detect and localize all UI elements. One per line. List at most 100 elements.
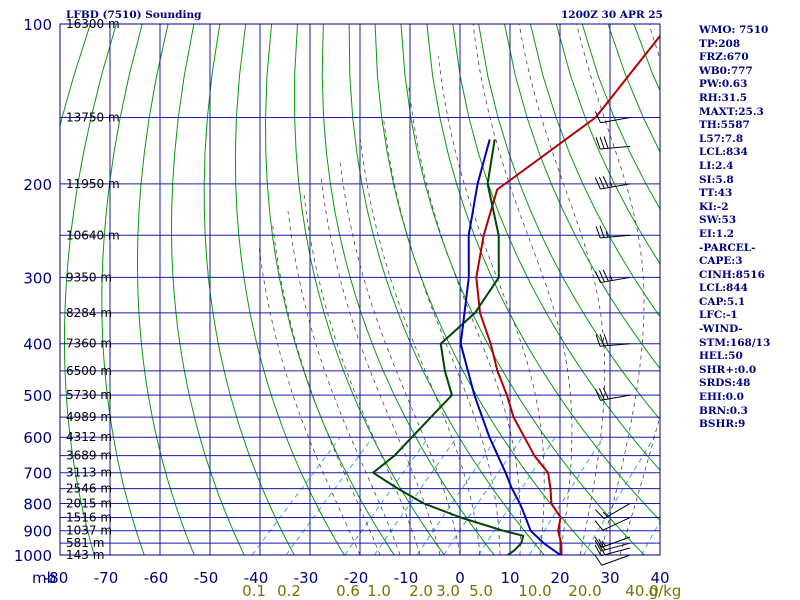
height-label: 581 m <box>66 536 104 550</box>
index-row: FRZ:670 <box>699 51 749 64</box>
wind-barb <box>595 333 631 347</box>
height-label: 13750 m <box>66 111 120 125</box>
wind-barb <box>595 136 631 150</box>
mixing-ratio-label: g/kg <box>649 582 682 600</box>
index-row: WMO: 7510 <box>699 24 769 36</box>
wind-barb <box>594 111 631 124</box>
dry-adiabat <box>264 24 395 555</box>
mixing-ratio-label: 40.0 <box>625 582 658 600</box>
index-row: LCL:834 <box>699 146 748 159</box>
height-label: 2546 m <box>66 482 112 496</box>
height-label: 5730 m <box>66 388 112 402</box>
moist-adiabat <box>287 210 401 555</box>
index-row: CINH:8516 <box>699 268 765 281</box>
wind-barb <box>594 536 631 548</box>
index-row: CAP:5.1 <box>699 295 746 308</box>
index-row: SHR+:0.0 <box>699 363 757 376</box>
height-label: 3113 m <box>66 466 112 480</box>
mixing-ratio-line <box>528 436 604 555</box>
temperature-tick-label: -30 <box>294 569 319 587</box>
moist-adiabat <box>258 244 361 555</box>
temperature-tick-label: 20 <box>550 569 569 587</box>
mixing-ratio-label: 20.0 <box>568 582 601 600</box>
moist-adiabat <box>518 24 606 555</box>
mixing-ratio-label: 0.6 <box>336 582 360 600</box>
pressure-tick-label: 100 <box>23 16 52 34</box>
index-row: -PARCEL- <box>699 241 756 254</box>
index-row: MAXT:25.3 <box>699 105 764 118</box>
temperature-tick-label: -70 <box>94 569 119 587</box>
dry-adiabat <box>170 24 245 555</box>
height-label: 1037 m <box>66 524 112 538</box>
temperature-tick-label: -80 <box>44 569 69 587</box>
index-row: EI:1.2 <box>699 227 735 240</box>
index-row: SW:53 <box>699 214 737 227</box>
moist-adiabat <box>320 177 441 555</box>
wind-barb <box>594 176 631 190</box>
dry-adiabat <box>374 24 595 555</box>
pressure-tick-label: 900 <box>23 523 52 541</box>
mixing-ratio-line <box>583 436 655 555</box>
index-row: EHI:0.0 <box>699 391 744 404</box>
pressure-tick-label: 1000 <box>14 547 52 565</box>
wind-barb <box>594 543 631 557</box>
index-row: KI:-2 <box>699 200 729 213</box>
wind-barb <box>595 225 631 239</box>
plot-frame <box>59 23 661 556</box>
index-row: LFC:-1 <box>699 309 738 322</box>
height-label: 11950 m <box>66 177 120 191</box>
temperature-tick-label: -20 <box>344 569 369 587</box>
index-row: TP:208 <box>699 37 741 50</box>
height-label: 7360 m <box>66 337 112 351</box>
moist-adiabat <box>272 225 381 555</box>
mixing-ratio-line <box>640 520 660 555</box>
mixing-ratio-line <box>443 436 523 555</box>
index-row: TT:43 <box>699 187 733 200</box>
pressure-tick-label: 800 <box>23 496 52 514</box>
pressure-tick-label: 500 <box>23 387 52 405</box>
temperature-tick-label: -60 <box>144 569 169 587</box>
index-row: -WIND- <box>699 323 743 336</box>
index-row: L57:7.8 <box>699 132 744 145</box>
indices-panel: WMO: 7510 TP:208 FRZ:670 WB0:777 PW:0.63 RH:3… <box>699 24 799 432</box>
height-label: 6500 m <box>66 364 112 378</box>
mixing-ratio-line <box>416 436 498 555</box>
index-row: STM:168/13 <box>699 336 771 349</box>
moist-adiabat <box>339 159 461 555</box>
index-row: SI:5.8 <box>699 173 734 186</box>
index-row: LCL:844 <box>699 282 748 295</box>
parcel-profile-line <box>459 139 563 555</box>
temperature-tick-label: 0 <box>455 569 465 587</box>
height-label: 10640 m <box>66 228 120 242</box>
moist-adiabat <box>438 56 545 555</box>
mixing-ratio-label: 2.0 <box>409 582 433 600</box>
pressure-tick-label: 700 <box>23 465 52 483</box>
dewpoint-profile-line <box>372 139 525 555</box>
pressure-tick-label: 200 <box>23 176 52 194</box>
pressure-tick-label: 400 <box>23 336 52 354</box>
mixing-ratio-label: 0.2 <box>277 582 301 600</box>
height-label: 4312 m <box>66 430 112 444</box>
index-row: PW:0.63 <box>699 78 748 91</box>
mixing-ratio-label: 3.0 <box>436 582 460 600</box>
mixing-ratio-label: 1.0 <box>367 582 391 600</box>
height-label: 1516 m <box>66 511 112 525</box>
index-row: BSHR:9 <box>699 418 746 431</box>
dry-adiabat <box>203 24 295 555</box>
mixing-ratio-label: 10.0 <box>518 582 551 600</box>
temperature-tick-label: -10 <box>394 569 419 587</box>
height-label: 8284 m <box>66 306 112 320</box>
temperature-tick-label: 10 <box>500 569 519 587</box>
index-row: RH:31.5 <box>699 91 748 104</box>
moist-adiabat <box>303 195 421 555</box>
wind-barb <box>594 517 631 531</box>
chart-title: LFBD (7510) Sounding <box>66 9 202 21</box>
temperature-profile-line <box>475 34 660 555</box>
temperature-tick-label: 30 <box>600 569 619 587</box>
wind-barb <box>595 503 631 519</box>
temperature-tick-label: -50 <box>194 569 219 587</box>
index-row: BRN:0.3 <box>699 404 748 417</box>
mixing-ratio-label: 0.1 <box>242 582 266 600</box>
x-axis-unit-label: mb <box>32 569 56 587</box>
mixing-ratio-line <box>373 436 458 555</box>
